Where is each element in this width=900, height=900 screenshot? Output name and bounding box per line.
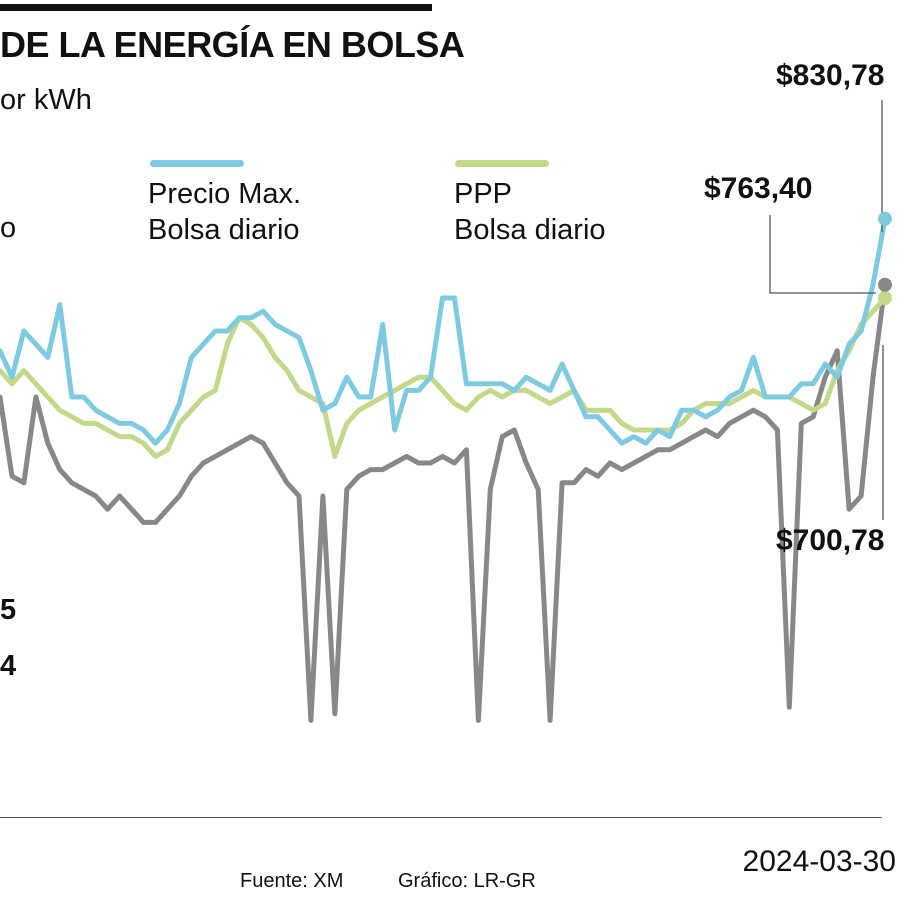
label-min-last: $700,78 <box>776 524 885 557</box>
label-ppp-last: $763,40 <box>704 172 813 205</box>
footer-date: 2024-03-30 <box>742 845 896 878</box>
series-min-end-marker <box>878 277 892 292</box>
footer-source: Fuente: XM <box>240 870 344 892</box>
baseline <box>0 817 882 818</box>
legend-swatch-ppp <box>455 160 549 167</box>
legend-label-max-line2: Bolsa diario <box>148 214 300 246</box>
chart-subtitle: or kWh <box>0 84 92 116</box>
chart-title: DE LA ENERGÍA EN BOLSA <box>0 24 465 65</box>
series-ppp-line <box>0 295 888 459</box>
series-min-line <box>0 282 888 723</box>
legend-label-ppp: PPP Bolsa diario <box>454 176 606 248</box>
series-max-line <box>0 216 888 446</box>
label-max-last: $830,78 <box>776 59 885 92</box>
left-value-a: 5 <box>0 594 17 626</box>
legend-swatch-max <box>150 160 244 167</box>
legend-label-max: Precio Max. Bolsa diario <box>148 176 301 248</box>
left-legend-fragment: o <box>0 212 17 244</box>
top-rule <box>0 4 432 11</box>
legend-label-ppp-line1: PPP <box>454 178 513 210</box>
left-value-b: 4 <box>0 650 17 682</box>
leader-line-ppp <box>769 215 876 294</box>
legend-label-ppp-line2: Bolsa diario <box>454 214 606 246</box>
legend-label-max-line1: Precio Max. <box>148 178 302 210</box>
series-max-end-marker <box>878 211 892 226</box>
footer-graphic: Gráfico: LR-GR <box>398 870 536 892</box>
series-ppp-end-marker <box>878 291 892 305</box>
